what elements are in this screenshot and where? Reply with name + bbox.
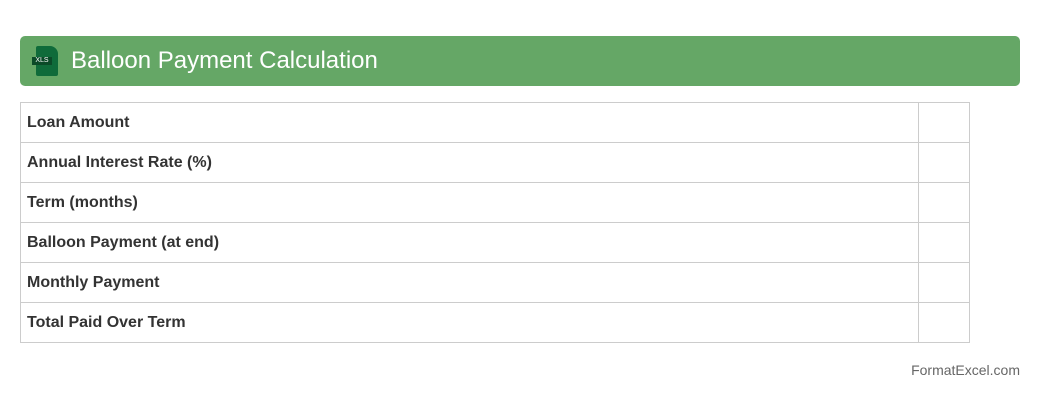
row-value[interactable]	[918, 222, 970, 263]
table-row: Term (months)	[20, 182, 970, 223]
row-label: Term (months)	[20, 182, 919, 223]
row-value[interactable]	[918, 102, 970, 143]
xls-file-icon: XLS	[32, 46, 58, 76]
row-label: Total Paid Over Term	[20, 302, 919, 343]
table-row: Total Paid Over Term	[20, 302, 970, 343]
table-row: Loan Amount	[20, 102, 970, 143]
row-label: Annual Interest Rate (%)	[20, 142, 919, 183]
row-label: Balloon Payment (at end)	[20, 222, 919, 263]
row-value[interactable]	[918, 182, 970, 223]
row-label: Monthly Payment	[20, 262, 919, 303]
row-value[interactable]	[918, 262, 970, 303]
table-row: Annual Interest Rate (%)	[20, 142, 970, 183]
table-row: Balloon Payment (at end)	[20, 222, 970, 263]
row-value[interactable]	[918, 302, 970, 343]
table-row: Monthly Payment	[20, 262, 970, 303]
row-label: Loan Amount	[20, 102, 919, 143]
calc-table: Loan Amount Annual Interest Rate (%) Term …	[20, 102, 970, 343]
row-value[interactable]	[918, 142, 970, 183]
page-title: Balloon Payment Calculation	[71, 47, 378, 74]
footer-brand: FormatExcel.com	[911, 362, 1020, 378]
header: XLS Balloon Payment Calculation	[20, 36, 1020, 86]
